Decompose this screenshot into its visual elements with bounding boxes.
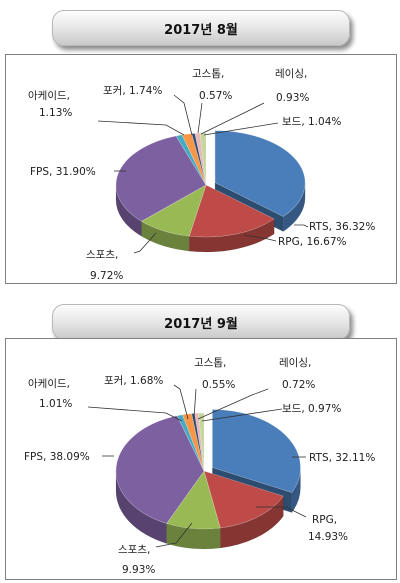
chart-panel-september: RTS, 32.11% RPG, 14.93% 스포츠, 9.93% FPS, … — [5, 338, 397, 580]
slice-sports — [140, 184, 207, 237]
label-arcade-line2: 1.13% — [39, 107, 72, 119]
label-arcade-line1: 아케이드, — [28, 378, 70, 390]
slice-racing — [194, 132, 207, 186]
slice-board — [198, 412, 205, 472]
label-rpg-line1: RPG, — [312, 514, 337, 526]
label-racing-line1: 레이싱, — [279, 357, 311, 369]
label-rts: RTS, 36.32% — [309, 221, 375, 233]
slice-rpg — [188, 184, 275, 238]
label-gostop-line1: 고스톱, — [194, 357, 226, 369]
slice-arcade — [175, 134, 207, 186]
label-gostop-line1: 고스톱, — [192, 68, 224, 80]
label-rpg-line2: 14.93% — [308, 531, 348, 543]
label-sports-line1: 스포츠, — [86, 249, 118, 261]
label-racing-line1: 레이싱, — [275, 68, 307, 80]
label-gostop-line2: 0.57% — [199, 90, 232, 102]
label-racing-line2: 0.93% — [276, 92, 309, 104]
label-rts: RTS, 32.11% — [309, 452, 375, 464]
label-sports-line2: 9.72% — [90, 270, 123, 282]
label-poker: 포커, 1.74% — [103, 85, 162, 97]
chart-title-september: 2017년 9월 — [52, 304, 350, 340]
label-fps: FPS, 31.90% — [30, 166, 96, 178]
label-arcade-line2: 1.01% — [39, 398, 72, 410]
pie-chart-september: RTS, 32.11% RPG, 14.93% 스포츠, 9.93% FPS, … — [24, 357, 375, 576]
label-poker: 포커, 1.68% — [104, 375, 163, 387]
label-fps: FPS, 38.09% — [24, 451, 90, 463]
slice-side-rpg — [189, 218, 275, 253]
slice-sports — [166, 470, 221, 530]
label-arcade-line1: 아케이드, — [28, 90, 70, 102]
label-board: 보드, 1.04% — [282, 116, 341, 128]
slice-rts — [212, 409, 301, 493]
slice-rpg — [203, 470, 284, 529]
label-racing-line2: 0.72% — [282, 379, 315, 391]
label-rpg: RPG, 16.67% — [278, 236, 346, 248]
pie-chart-august: RTS, 36.32% RPG, 16.67% 스포츠, 9.72% FPS, … — [28, 68, 375, 282]
slice-fps — [115, 415, 205, 524]
slice-side-fps — [115, 184, 142, 237]
chart-panel-august: RTS, 36.32% RPG, 16.67% 스포츠, 9.72% FPS, … — [5, 54, 397, 284]
slice-arcade — [176, 414, 205, 472]
label-sports-line2: 9.93% — [122, 564, 155, 576]
label-board: 보드, 0.97% — [282, 403, 341, 415]
slice-fps — [115, 135, 207, 222]
label-sports-line1: 스포츠, — [118, 544, 150, 556]
chart-title-august: 2017년 8월 — [52, 10, 350, 46]
slice-rts — [214, 130, 306, 217]
label-gostop-line2: 0.55% — [202, 379, 235, 391]
